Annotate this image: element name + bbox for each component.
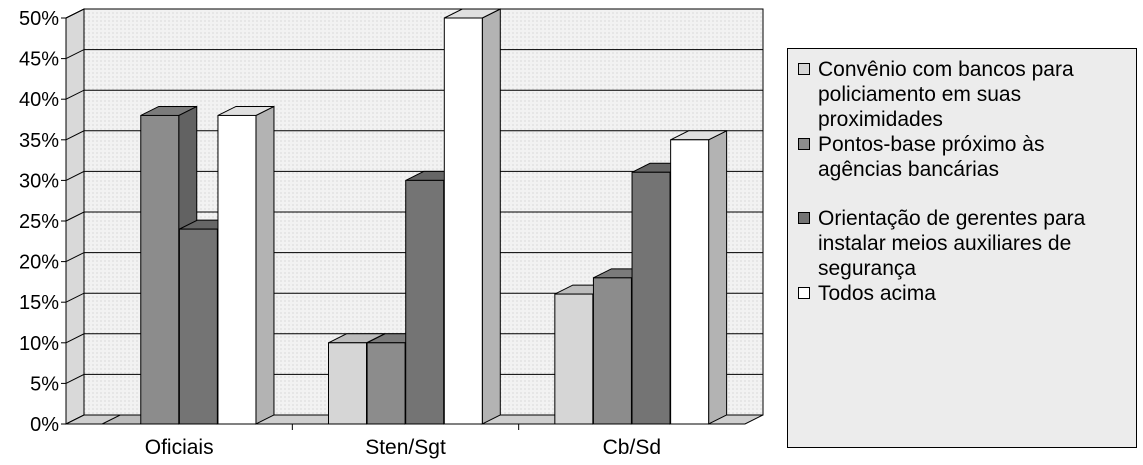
x-tick-label: Cb/Sd	[603, 436, 661, 459]
legend-swatch	[798, 212, 810, 224]
y-tick-label: 15%	[19, 292, 59, 314]
legend: Convênio com bancos para policiamento em…	[787, 48, 1137, 448]
bar	[670, 139, 710, 425]
gridline	[65, 373, 763, 384]
bar-side	[708, 129, 728, 425]
y-tick-label: 50%	[19, 8, 59, 30]
gridline	[65, 170, 763, 181]
bar-side	[255, 105, 275, 425]
bar	[140, 114, 180, 425]
x-tick-label: Oficiais	[145, 436, 214, 459]
y-tick-label: 0%	[30, 414, 59, 436]
gridline	[65, 130, 763, 141]
bar-side	[481, 8, 501, 425]
legend-item: Todos acima	[796, 281, 1130, 306]
gridline	[65, 211, 763, 222]
legend-label: Convênio com bancos para policiamento em…	[818, 58, 1074, 131]
gridline	[65, 89, 763, 100]
bar	[443, 17, 483, 425]
bar	[178, 228, 218, 425]
y-tick-label: 5%	[30, 373, 59, 395]
bar	[554, 293, 594, 425]
y-tick-label: 20%	[19, 252, 59, 274]
bar	[328, 342, 367, 425]
bar-chart: 0% 5% 10% 15% 20% 25% 30% 35% 40% 45% 50% Oficiais S…	[19, 8, 764, 459]
y-tick-label: 25%	[19, 211, 59, 233]
gridline	[65, 252, 763, 263]
bar	[217, 114, 257, 425]
legend-item: Orientação de gerentes para instalar mei…	[796, 206, 1130, 281]
y-tick-label: 35%	[19, 130, 59, 152]
y-tick-label: 45%	[19, 49, 59, 71]
legend-item: Pontos-base próximo às agências bancária…	[796, 132, 1130, 182]
gridline	[65, 8, 763, 19]
bar	[366, 342, 406, 425]
legend-item: Convênio com bancos para policiamento em…	[796, 57, 1130, 132]
legend-swatch	[798, 138, 810, 150]
bar	[592, 277, 632, 425]
bar	[631, 171, 671, 425]
y-tick-label: 10%	[19, 333, 59, 355]
legend-label: Todos acima	[818, 282, 936, 305]
legend-swatch	[798, 63, 810, 75]
x-tick-label: Sten/Sgt	[365, 436, 446, 459]
gridline	[65, 49, 763, 60]
y-tick-label: 40%	[19, 89, 59, 111]
legend-label: Pontos-base próximo às agências bancária…	[818, 133, 1045, 181]
gridline	[65, 333, 763, 344]
y-tick-label: 30%	[19, 170, 59, 192]
gridline	[65, 292, 763, 303]
bar	[405, 179, 445, 425]
legend-swatch	[798, 287, 810, 299]
legend-label: Orientação de gerentes para instalar mei…	[818, 207, 1086, 280]
